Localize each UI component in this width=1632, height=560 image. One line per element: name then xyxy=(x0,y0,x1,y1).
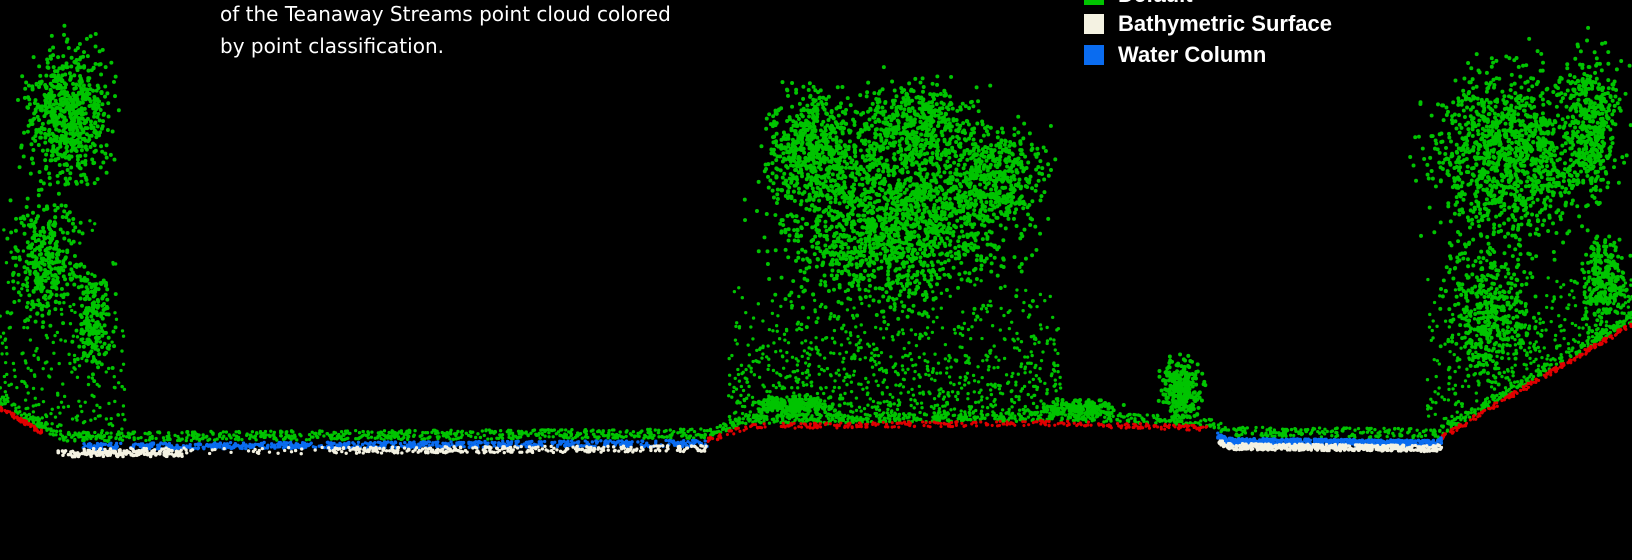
legend-item: Default xyxy=(1084,0,1193,7)
legend-swatch xyxy=(1084,45,1104,65)
points xyxy=(0,23,1632,444)
legend-label: Bathymetric Surface xyxy=(1118,11,1332,36)
caption-line: of the Teanaway Streams point cloud colo… xyxy=(220,2,671,26)
points xyxy=(0,322,1632,443)
legend-swatch xyxy=(1084,0,1104,5)
legend-swatch xyxy=(1084,14,1104,34)
caption-line: by point classification. xyxy=(220,34,444,58)
legend-item: Water Column xyxy=(1084,42,1267,67)
legend-label: Water Column xyxy=(1118,42,1267,67)
points xyxy=(56,439,1444,459)
legend-label: Default xyxy=(1118,0,1193,8)
legend-item: Bathymetric Surface xyxy=(1084,11,1332,36)
